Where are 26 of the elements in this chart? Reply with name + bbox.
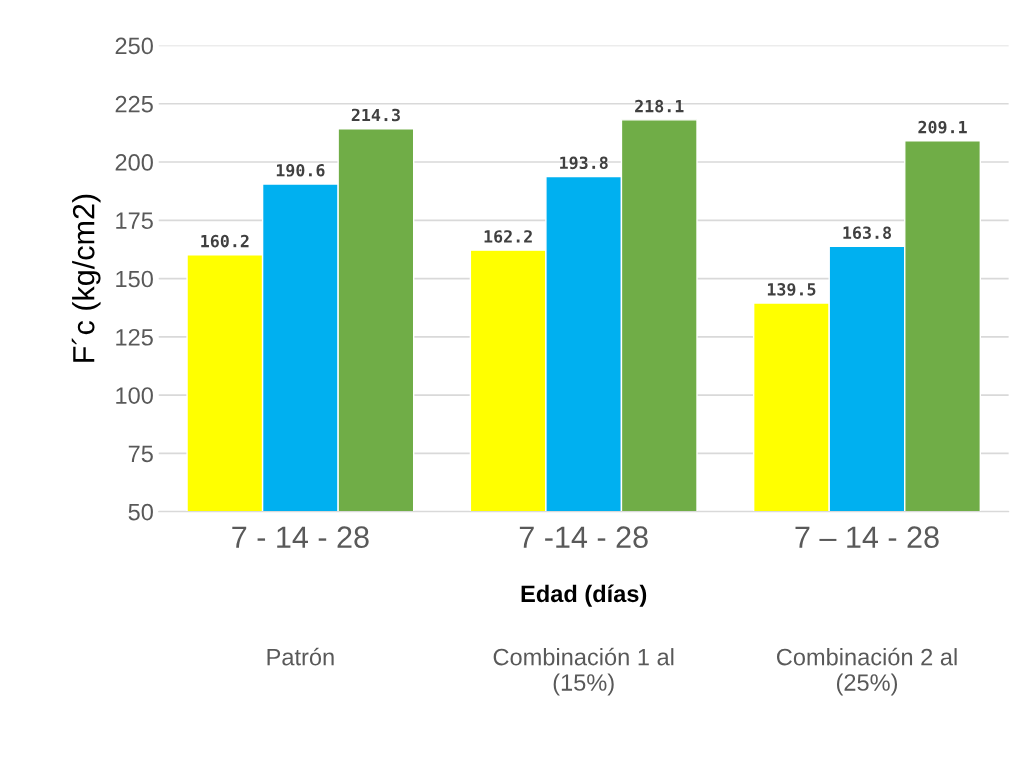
- y-tick-label: 175: [116, 212, 153, 230]
- text: Combinación 2 al (25%): [776, 647, 957, 696]
- data-label: 190.6: [276, 163, 325, 177]
- y-tick-label: 75: [128, 445, 153, 463]
- y-tick-label: 150: [116, 270, 153, 288]
- data-label: 163.8: [843, 226, 892, 240]
- text: Patrón: [267, 647, 334, 666]
- data-label: 218.1: [635, 99, 684, 113]
- data-label: 209.1: [918, 120, 967, 134]
- y-axis-title: F´c (kg/cm2): [71, 194, 101, 362]
- x-tick-label: 7 - 14 - 28: [232, 526, 369, 548]
- y-tick-label: 100: [116, 387, 153, 404]
- data-label: 160.2: [201, 234, 249, 248]
- data-label: 214.3: [351, 108, 400, 122]
- x-tick-label: 7 -14 - 28: [519, 526, 648, 548]
- y-tick-label: 50: [128, 503, 153, 521]
- y-tick-label: 250: [115, 37, 153, 55]
- x-axis-title: Edad (días): [521, 584, 647, 607]
- text: Combinación 1 al (15%): [493, 647, 674, 696]
- y-tick-label: 125: [116, 328, 153, 346]
- data-label: 193.8: [560, 156, 608, 170]
- y-tick-label: 200: [115, 154, 153, 171]
- data-label: 139.5: [767, 283, 816, 296]
- x-tick-label: 7 – 14 - 28: [795, 526, 939, 548]
- data-label: 162.2: [484, 230, 532, 243]
- y-tick-label: 225: [115, 95, 153, 113]
